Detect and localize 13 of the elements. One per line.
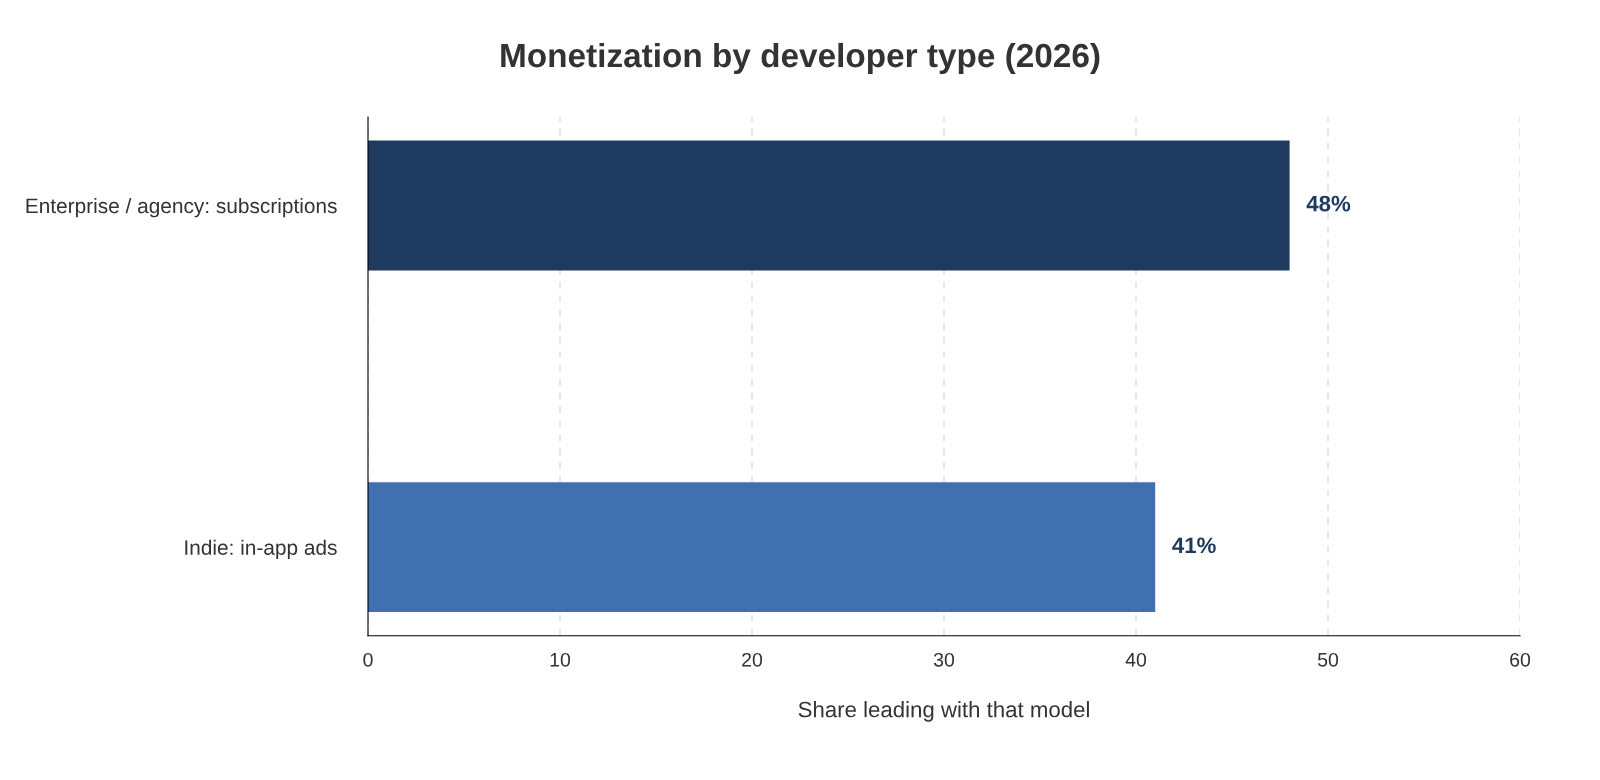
data-label: 41% <box>1172 537 1216 554</box>
x-tick-label: 50 <box>1317 652 1339 667</box>
x-tick-label: 30 <box>933 652 955 667</box>
x-axis-title: Share leading with that model <box>798 701 1089 722</box>
x-tick-label: 60 <box>1510 652 1531 667</box>
x-tick-label: 40 <box>1125 652 1147 667</box>
data-label: 48% <box>1306 195 1351 212</box>
y-tick-label: Enterprise / agency: subscriptions <box>26 197 337 218</box>
x-tick-label: 20 <box>742 652 763 667</box>
x-tick-label: 0 <box>363 652 373 667</box>
x-tick-label: 10 <box>550 652 571 667</box>
chart-title: Monetization by developer type (2026) <box>501 42 1100 74</box>
y-tick-label: Indie: in-app ads <box>185 539 337 560</box>
